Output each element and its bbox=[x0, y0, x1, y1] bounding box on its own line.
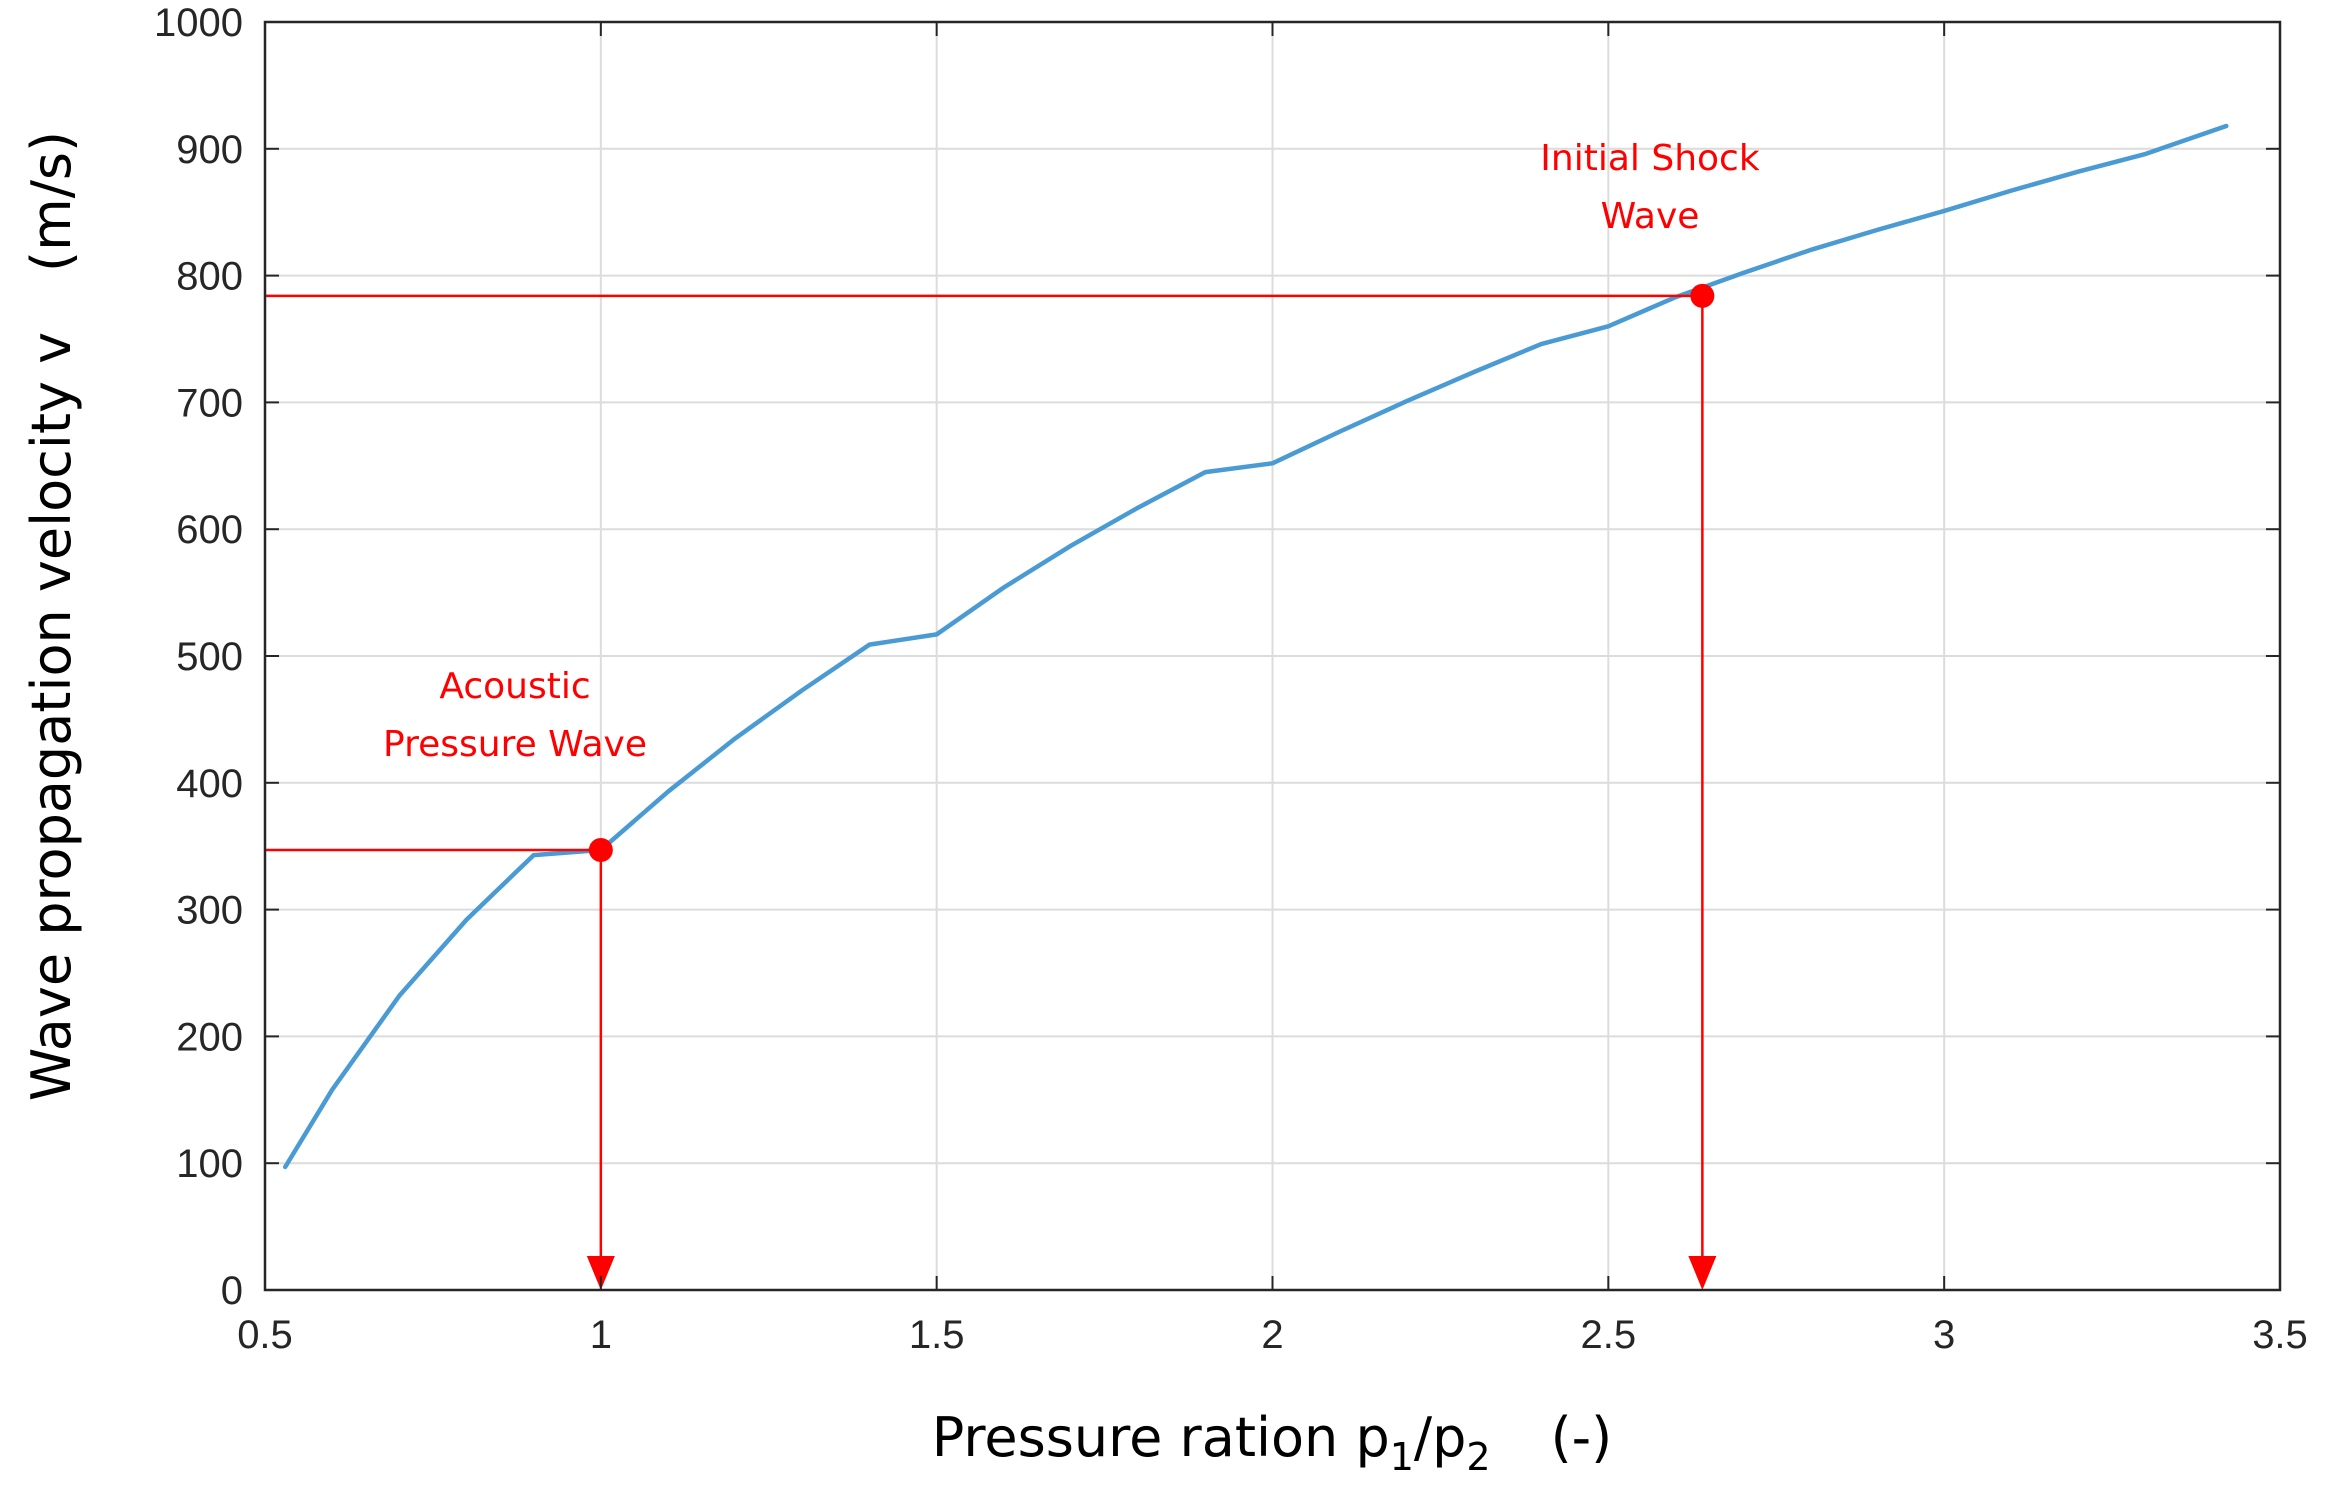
annotations: Acoustic Pressure Wave Initial Shock Wave bbox=[383, 138, 1760, 863]
y-tick-label: 800 bbox=[176, 255, 243, 299]
y-tick-label: 100 bbox=[176, 1142, 243, 1186]
x-tick-label: 3.5 bbox=[2252, 1313, 2308, 1357]
y-tick-label: 600 bbox=[176, 508, 243, 552]
marker-annotation-text: Wave bbox=[1601, 196, 1700, 237]
marker-annotation-text: Pressure Wave bbox=[383, 724, 647, 765]
y-axis-label: Wave propagation velocity v (m/s) bbox=[20, 131, 83, 1101]
axes-frame bbox=[263, 20, 2282, 1292]
y-axis-label-unit: (m/s) bbox=[20, 131, 83, 272]
series-line bbox=[282, 123, 2229, 1170]
x-axis-label-main: Pressure ration p bbox=[932, 1406, 1390, 1469]
x-tick-label: 2.5 bbox=[1581, 1313, 1637, 1357]
y-tick-labels: 0 100 200 300 400 500 600 700 800 900 1000 bbox=[154, 1, 243, 1313]
y-tick-label: 500 bbox=[176, 635, 243, 679]
x-tick-label: 1.5 bbox=[909, 1313, 965, 1357]
y-tick-label: 700 bbox=[176, 381, 243, 425]
x-tick-label: 1 bbox=[590, 1313, 612, 1357]
x-tick-labels: 0.5 1 1.5 2 2.5 3 3.5 bbox=[237, 1313, 2308, 1357]
x-axis-label: Pressure ration p1/p2 (-) bbox=[932, 1406, 1612, 1479]
x-tick-label: 0.5 bbox=[237, 1313, 293, 1357]
x-tick-label: 2 bbox=[1261, 1313, 1283, 1357]
marker-annotation-text: Acoustic bbox=[439, 666, 590, 707]
y-axis-label-main: Wave propagation velocity v bbox=[20, 332, 83, 1101]
y-tick-label: 300 bbox=[176, 889, 243, 933]
y-tick-label: 900 bbox=[176, 128, 243, 172]
series-layer bbox=[282, 123, 2229, 1170]
x-axis-label-slash: /p bbox=[1414, 1406, 1466, 1469]
arrow-head bbox=[1688, 1256, 1717, 1290]
marker-annotation-text: Initial Shock bbox=[1540, 138, 1760, 179]
x-tick-label: 3 bbox=[1933, 1313, 1955, 1357]
y-tick-label: 1000 bbox=[154, 1, 243, 45]
y-tick-label: 200 bbox=[176, 1015, 243, 1059]
x-axis-label-sub1: 1 bbox=[1390, 1435, 1414, 1479]
x-axis-label-sub2: 2 bbox=[1466, 1435, 1490, 1479]
plot-area-border bbox=[263, 20, 2282, 1292]
marker-point bbox=[1690, 283, 1715, 308]
y-tick-label: 0 bbox=[221, 1269, 243, 1313]
x-axis-label-unit: (-) bbox=[1551, 1406, 1613, 1469]
y-tick-label: 400 bbox=[176, 762, 243, 806]
grid-lines bbox=[264, 21, 2281, 1291]
arrow-head bbox=[586, 1256, 615, 1290]
marker-point bbox=[588, 838, 613, 863]
marker-guides bbox=[265, 294, 1717, 1290]
